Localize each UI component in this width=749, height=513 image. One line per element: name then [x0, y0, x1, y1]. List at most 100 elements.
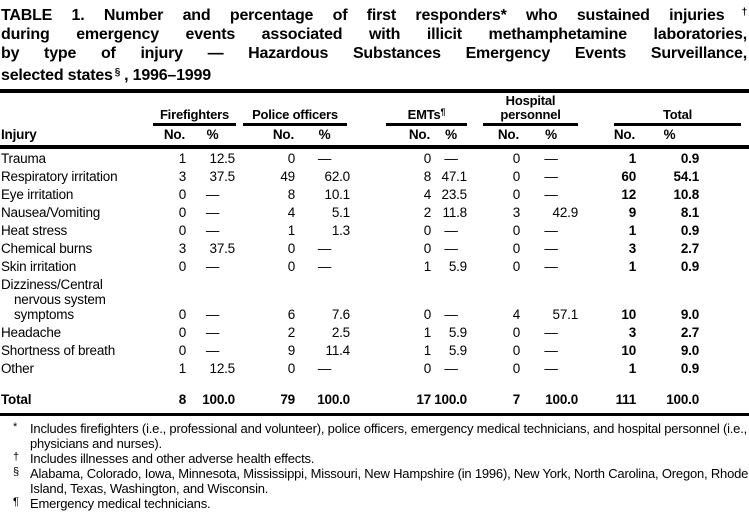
data-cell: 0.9 — [680, 360, 700, 376]
data-cell: 0.9 — [680, 150, 700, 166]
data-cell: 23.5 — [441, 186, 468, 202]
data-cell: 100.0 — [638, 377, 702, 416]
table-row: Heat stress 0 — 1 1.3 0 — 0 — 1 0.9 — [0, 221, 749, 239]
data-cell: 10.1 — [324, 186, 351, 202]
row-label: Total — [0, 377, 150, 416]
subheader-hospital-pct: % — [522, 127, 581, 149]
row-label: Shortness of breath — [1, 342, 116, 358]
footnote: * Includes firefighters (i.e., profession… — [0, 421, 749, 451]
title-line-4: selected states §, 1996–1999 — [1, 67, 211, 84]
title-line-3: by type of injury — Hazardous Substances… — [1, 45, 747, 62]
row-label: Headache — [1, 324, 61, 340]
data-cell: 8 — [287, 186, 296, 202]
sub-header-row: No. % No. % No. % No. % No. % — [0, 127, 749, 149]
data-cell: 0 — [423, 240, 432, 256]
footnote-marker: § — [13, 466, 19, 478]
data-cell: 11.4 — [325, 342, 351, 358]
data-cell: — — [444, 150, 458, 166]
subheader-police-pct: % — [297, 127, 352, 149]
pilcrow-superscript: ¶ — [440, 107, 446, 117]
subheader-total-no: No. — [580, 127, 639, 149]
data-cell: 0 — [178, 306, 187, 322]
data-cell: 0 — [423, 306, 432, 322]
column-header-injury: Injury — [0, 94, 150, 149]
data-cell: — — [544, 150, 558, 166]
data-cell: — — [205, 258, 220, 274]
dagger-superscript: † — [726, 7, 747, 18]
row-label: Other — [1, 360, 34, 376]
data-cell: — — [544, 240, 558, 256]
data-cell: 1 — [423, 342, 432, 358]
data-cell: 79 — [237, 377, 297, 416]
footnote: † Includes illnesses and other adverse he… — [0, 451, 749, 466]
data-cell: 0 — [512, 222, 521, 238]
spacer-cell — [701, 167, 749, 185]
data-cell: 17 — [352, 377, 433, 416]
data-cell: 5.9 — [448, 258, 467, 274]
data-cell: 9 — [628, 204, 637, 220]
data-cell: 3 — [628, 324, 637, 340]
data-cell: 1 — [287, 222, 296, 238]
data-cell: 0 — [178, 324, 187, 340]
subheader-emts-no: No. — [352, 127, 433, 149]
data-cell: — — [205, 204, 220, 220]
subheader-firefighters-no: No. — [150, 127, 188, 149]
row-label: Skin irritation — [1, 258, 77, 274]
subheader-total-pct: % — [638, 127, 702, 149]
data-cell: 2 — [287, 324, 296, 340]
data-cell: 7.6 — [331, 306, 350, 322]
data-cell: — — [544, 360, 558, 376]
spacer-cell — [701, 239, 749, 257]
subheader-hospital-no: No. — [469, 127, 522, 149]
group-header-firefighters: Firefighters — [150, 94, 237, 127]
data-cell: — — [544, 168, 558, 184]
data-cell: — — [205, 186, 220, 202]
data-cell: — — [205, 324, 220, 340]
data-cell: 10 — [621, 306, 637, 322]
data-cell: — — [444, 360, 458, 376]
data-cell: 62.0 — [324, 168, 351, 184]
data-cell: — — [544, 342, 558, 358]
data-cell: 42.9 — [552, 204, 579, 220]
data-cell: 0 — [512, 240, 521, 256]
data-cell: — — [317, 258, 332, 274]
group-header-total: Total — [580, 94, 749, 127]
data-cell: 8 — [150, 377, 188, 416]
data-cell: 0 — [512, 186, 521, 202]
group-header-emts: EMTs¶ — [352, 94, 469, 127]
data-cell: 5.9 — [448, 324, 467, 340]
data-cell: 3 — [628, 240, 637, 256]
data-cell: 0 — [178, 222, 187, 238]
data-cell: 0 — [287, 258, 296, 274]
row-label: Eye irritation — [1, 186, 74, 202]
row-label: Trauma — [1, 150, 46, 166]
data-cell: 54.1 — [673, 168, 700, 184]
title-line-2: during emergency events associated with … — [1, 26, 747, 43]
subheader-emts-pct: % — [433, 127, 469, 149]
spacer-cell — [701, 185, 749, 203]
data-cell: 1 — [628, 150, 637, 166]
data-cell: 5.9 — [448, 342, 467, 358]
data-cell: — — [544, 222, 558, 238]
data-cell: 8 — [423, 168, 432, 184]
data-cell: 6 — [287, 306, 296, 322]
data-cell: 2 — [423, 204, 432, 220]
data-cell: 0.9 — [680, 258, 700, 274]
row-label: Heat stress — [1, 222, 68, 238]
section-superscript: § — [114, 67, 121, 78]
footnote: ¶ Emergency medical technicians. — [0, 496, 749, 511]
spacer-cell — [701, 147, 749, 167]
data-cell: 5.1 — [331, 204, 350, 220]
subheader-spacer — [701, 127, 749, 149]
spacer-cell — [701, 203, 749, 221]
spacer-cell — [701, 377, 749, 416]
data-cell: 1 — [628, 258, 637, 274]
data-cell: — — [544, 258, 558, 274]
data-cell: 100.0 — [433, 377, 469, 416]
row-label: Chemical burns — [1, 240, 92, 256]
data-cell: 0 — [512, 258, 521, 274]
data-cell: 100.0 — [297, 377, 352, 416]
spacer-cell — [701, 275, 749, 323]
footnote-text: Alabama, Colorado, Iowa, Minnesota, Miss… — [30, 466, 749, 496]
subheader-police-no: No. — [237, 127, 297, 149]
